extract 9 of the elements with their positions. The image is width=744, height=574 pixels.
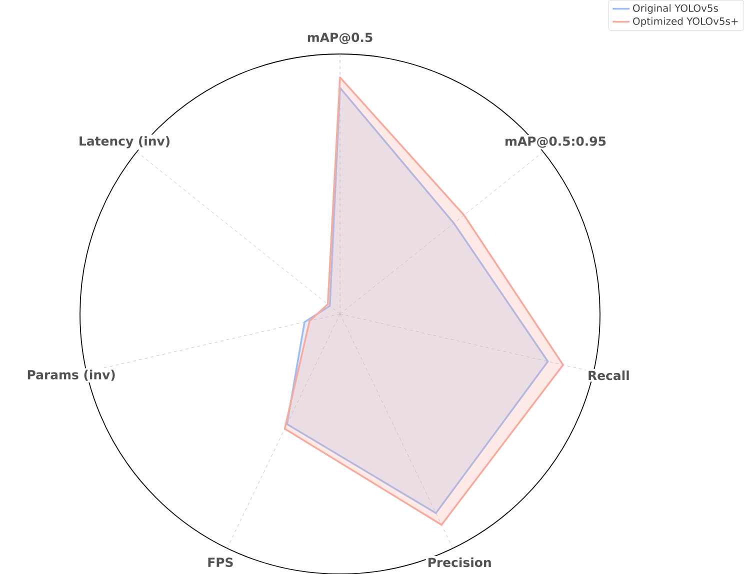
spoke-label: mAP@0.5:0.95 — [506, 136, 606, 148]
spoke-label: Latency (inv) — [80, 136, 170, 148]
spoke-label: Precision — [428, 557, 491, 568]
legend-label: Optimized YOLOv5s+ — [633, 17, 738, 27]
spoke-label: mAP@0.5 — [308, 32, 372, 44]
spoke-label: Recall — [588, 370, 629, 380]
spoke-label: FPS — [208, 558, 233, 568]
legend-label: Original YOLOv5s — [633, 4, 718, 14]
spoke-label: Params (inv) — [28, 370, 115, 381]
